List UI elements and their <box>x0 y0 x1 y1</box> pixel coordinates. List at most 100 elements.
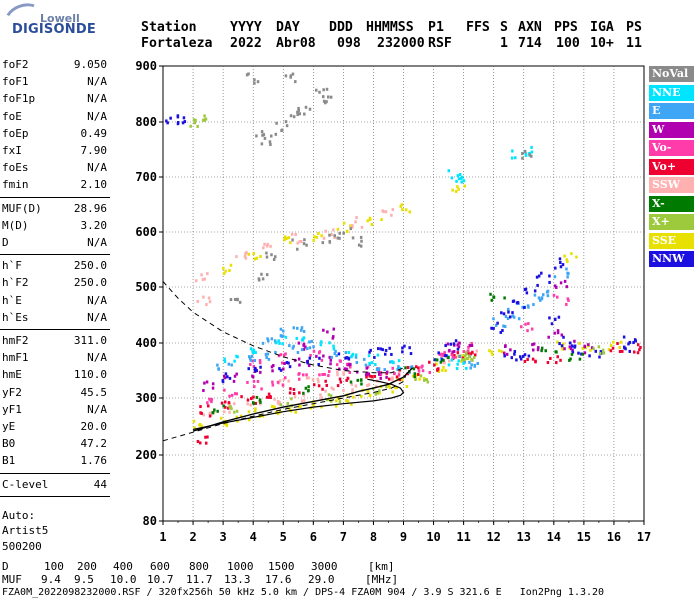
echo-point <box>523 353 527 357</box>
echo-point <box>511 311 514 315</box>
echo-point <box>233 374 237 378</box>
header-hhmmss-value: 232000 <box>377 36 425 51</box>
y-tick-label: 900 <box>135 59 157 73</box>
echo-point <box>303 399 306 403</box>
echo-point <box>519 355 522 359</box>
echo-point <box>537 346 540 350</box>
echo-point <box>316 377 320 381</box>
echo-point <box>274 341 278 345</box>
echo-point <box>385 385 388 389</box>
echo-point <box>252 364 256 368</box>
legend-item-vo-: Vo+ <box>649 158 694 175</box>
echo-point <box>260 142 264 146</box>
param-label: M(D) <box>2 218 29 232</box>
echo-point <box>607 348 611 352</box>
echo-point <box>546 361 550 365</box>
echo-point <box>328 341 331 345</box>
echo-point <box>462 350 466 354</box>
echo-point <box>183 120 187 124</box>
echo-point <box>297 106 300 110</box>
echo-point <box>553 275 557 279</box>
echo-point <box>304 386 308 390</box>
echo-point <box>426 380 430 384</box>
echo-point <box>226 375 229 379</box>
echo-point <box>308 356 312 360</box>
param-label: foF1p <box>2 92 36 106</box>
param-label: yF2 <box>2 385 22 399</box>
echo-point <box>327 374 330 378</box>
echo-point <box>259 254 262 258</box>
echo-point <box>355 361 359 365</box>
echo-point <box>376 391 379 395</box>
echo-point <box>278 367 281 371</box>
echo-point <box>527 322 530 326</box>
param-value: 9.050 <box>73 58 107 71</box>
echo-point <box>297 372 300 376</box>
echo-point <box>548 280 551 284</box>
echo-point <box>389 360 392 364</box>
echo-point <box>387 384 391 388</box>
echo-point <box>303 112 306 116</box>
echo-point <box>296 241 299 245</box>
legend-item-vo-: Vo- <box>649 140 694 156</box>
echo-point <box>332 335 335 339</box>
echo-point <box>449 342 453 346</box>
echo-point <box>224 372 228 376</box>
echo-point <box>367 354 371 358</box>
echo-point <box>235 415 238 419</box>
param-value: N/A <box>87 109 107 123</box>
echo-point <box>195 279 198 283</box>
echo-point <box>277 339 280 343</box>
y-tick-label: 300 <box>135 391 157 405</box>
echo-point <box>451 350 454 354</box>
echo-point <box>283 235 287 239</box>
param-value: 7.90 <box>80 144 108 157</box>
echo-point <box>587 343 590 347</box>
echo-point <box>294 233 297 237</box>
echo-point <box>602 351 606 355</box>
echo-point <box>367 383 371 387</box>
echo-point <box>199 411 202 415</box>
echo-point <box>325 100 328 104</box>
footer-distance-value: 100 <box>44 560 64 573</box>
echo-point <box>259 402 262 406</box>
echo-point <box>260 387 263 391</box>
echo-point <box>440 358 444 362</box>
echo-point <box>528 153 531 157</box>
echo-point <box>287 361 290 365</box>
echo-point <box>636 351 640 355</box>
echo-point <box>521 152 524 156</box>
echo-point <box>260 130 264 134</box>
echo-point <box>302 347 306 351</box>
echo-point <box>507 307 510 311</box>
echo-point <box>294 80 297 84</box>
echo-point <box>249 397 253 401</box>
echo-point <box>377 369 380 373</box>
echo-point <box>346 376 350 380</box>
echo-point <box>354 353 358 357</box>
echo-point <box>349 380 353 384</box>
param-value: N/A <box>87 236 107 249</box>
header-ddd-value: 098 <box>337 36 361 51</box>
echo-point <box>279 403 283 407</box>
echo-point <box>194 118 197 122</box>
echo-point <box>239 414 243 418</box>
header-ffs-label: FFS <box>466 20 490 35</box>
echo-point <box>222 404 225 408</box>
echo-point <box>330 233 333 237</box>
echo-point <box>278 341 281 345</box>
echo-point <box>289 114 293 118</box>
echo-point <box>273 255 277 259</box>
echo-point <box>437 351 440 355</box>
echo-point <box>228 402 231 406</box>
x-tick-label: 8 <box>370 530 377 544</box>
echo-point <box>258 361 262 365</box>
echo-point <box>246 380 249 384</box>
echo-point <box>256 80 260 84</box>
echo-point <box>345 362 349 366</box>
echo-point <box>253 78 256 82</box>
echo-point <box>297 405 301 409</box>
param-separator <box>0 329 110 330</box>
echo-point <box>282 377 286 381</box>
echo-point <box>321 387 324 391</box>
